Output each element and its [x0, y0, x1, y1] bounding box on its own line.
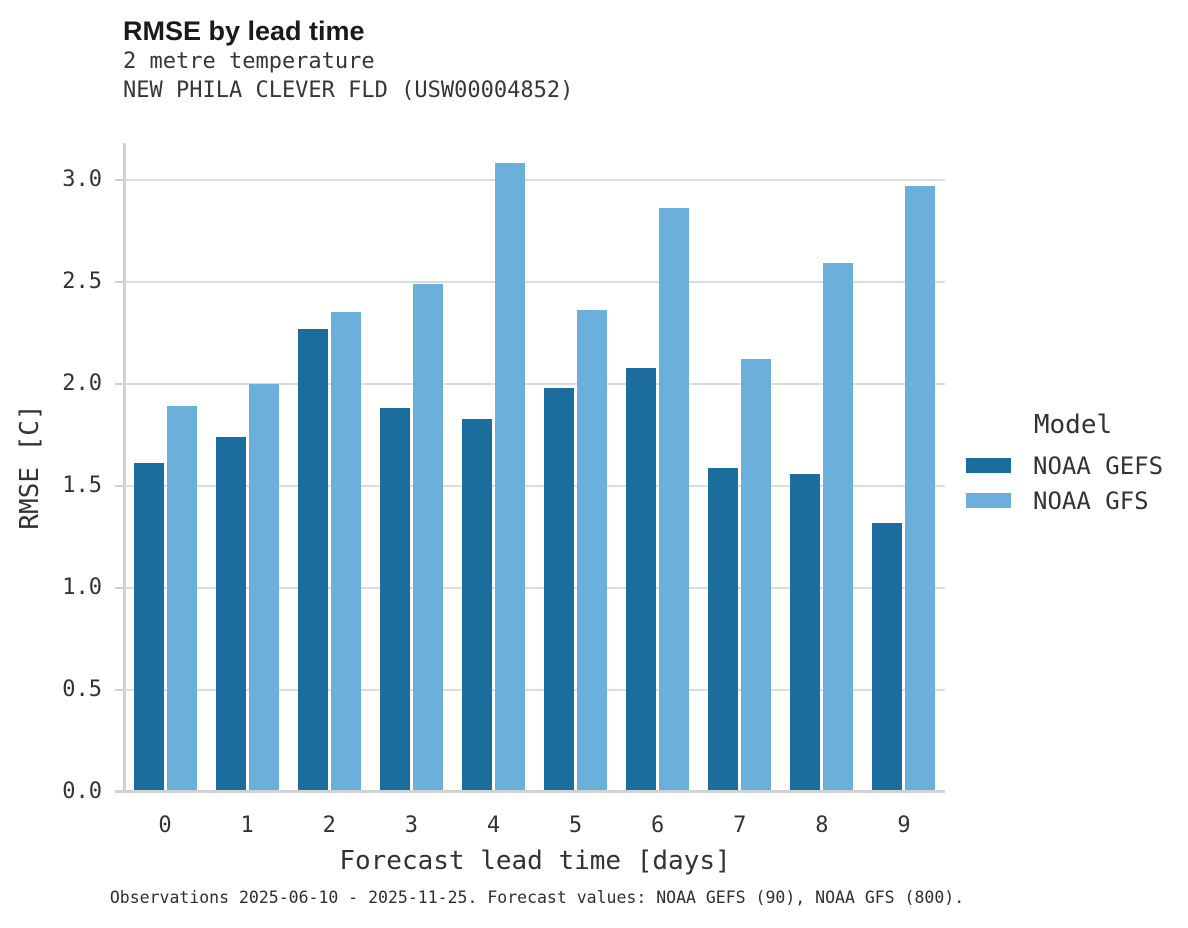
legend-rows: NOAA GEFS NOAA GFS — [966, 451, 1180, 515]
legend-label-noaa-gefs: NOAA GEFS — [1033, 451, 1164, 480]
y-tick-mark-3.0 — [115, 178, 124, 181]
y-tick-label-0.0: 0.0 — [62, 779, 102, 804]
bar-noaa-gfs-day-2 — [330, 312, 361, 792]
bar-noaa-gefs-day-8 — [790, 473, 821, 792]
chart-header: RMSE by lead time 2 metre temperature NE… — [123, 14, 573, 105]
x-tick-label-2: 2 — [322, 813, 336, 838]
y-tick-mark-0.5 — [115, 688, 124, 691]
x-tick-label-1: 1 — [240, 813, 254, 838]
y-tick-label-3.0: 3.0 — [62, 166, 102, 192]
x-tick-label-4: 4 — [486, 813, 501, 838]
bar-noaa-gfs-day-4 — [494, 163, 525, 792]
y-tick-mark-1.5 — [115, 484, 124, 487]
gridline-y-1.5 — [124, 484, 945, 487]
bar-noaa-gefs-day-7 — [708, 467, 739, 792]
bar-noaa-gefs-day-3 — [379, 408, 410, 792]
gridline-y-2.5 — [124, 280, 945, 283]
y-tick-mark-1.0 — [115, 586, 124, 589]
bar-noaa-gfs-day-0 — [166, 406, 197, 792]
y-tick-label-1.0: 1.0 — [62, 574, 102, 600]
chart-subtitle-station: NEW PHILA CLEVER FLD (USW00004852) — [123, 77, 574, 103]
bar-noaa-gefs-day-0 — [133, 463, 164, 792]
chart-title: RMSE by lead time — [123, 16, 365, 46]
bar-noaa-gfs-day-6 — [659, 208, 690, 792]
y-tick-mark-2.0 — [115, 382, 124, 385]
legend: Model NOAA GEFS NOAA GFS — [966, 410, 1180, 515]
bar-noaa-gfs-day-9 — [905, 185, 936, 792]
legend-row-noaa-gfs: NOAA GFS — [966, 486, 1180, 515]
bar-noaa-gfs-day-1 — [248, 383, 279, 792]
bar-noaa-gfs-day-3 — [412, 283, 443, 792]
caption-note: Observations 2025-06-10 - 2025-11-25. Fo… — [109, 888, 965, 907]
legend-swatch-noaa-gefs — [966, 458, 1011, 473]
y-axis-spine — [123, 143, 126, 792]
gridline-y-1.0 — [124, 586, 945, 589]
bar-noaa-gefs-day-1 — [215, 436, 246, 792]
x-tick-label-7: 7 — [733, 813, 747, 838]
y-tick-label-2.0: 2.0 — [62, 370, 102, 396]
x-tick-label-3: 3 — [404, 813, 418, 838]
chart-subtitle-variable: 2 metre temperature — [123, 49, 375, 74]
bar-noaa-gefs-day-5 — [544, 387, 575, 792]
x-tick-label-5: 5 — [568, 813, 583, 838]
x-axis-title: Forecast lead time [days] — [339, 846, 731, 876]
y-axis-title: RMSE [C] — [15, 404, 45, 530]
bar-noaa-gfs-day-8 — [823, 263, 854, 792]
gridline-y-2.0 — [124, 382, 945, 385]
x-tick-label-9: 9 — [897, 813, 911, 838]
bar-noaa-gefs-day-9 — [872, 522, 903, 792]
plot-area — [115, 143, 945, 793]
y-tick-label-1.5: 1.5 — [62, 472, 102, 498]
x-tick-label-6: 6 — [651, 813, 665, 838]
y-tick-mark-2.5 — [115, 280, 124, 283]
x-tick-label-0: 0 — [158, 813, 172, 838]
bar-noaa-gefs-day-6 — [626, 367, 657, 792]
legend-swatch-noaa-gfs — [966, 493, 1011, 508]
legend-label-noaa-gfs: NOAA GFS — [1033, 486, 1149, 515]
bar-noaa-gfs-day-7 — [741, 359, 772, 792]
bar-noaa-gefs-day-2 — [297, 328, 328, 792]
gridline-y-0.5 — [124, 688, 945, 691]
y-tick-label-0.5: 0.5 — [62, 676, 102, 702]
bar-noaa-gefs-day-4 — [461, 418, 492, 792]
x-tick-label-8: 8 — [815, 813, 829, 838]
legend-title: Model — [1033, 410, 1113, 440]
legend-row-noaa-gefs: NOAA GEFS — [966, 451, 1180, 480]
gridline-y-3.0 — [124, 178, 945, 181]
x-axis-spine — [115, 790, 945, 793]
bar-noaa-gfs-day-5 — [577, 310, 608, 792]
y-tick-label-2.5: 2.5 — [62, 268, 102, 294]
